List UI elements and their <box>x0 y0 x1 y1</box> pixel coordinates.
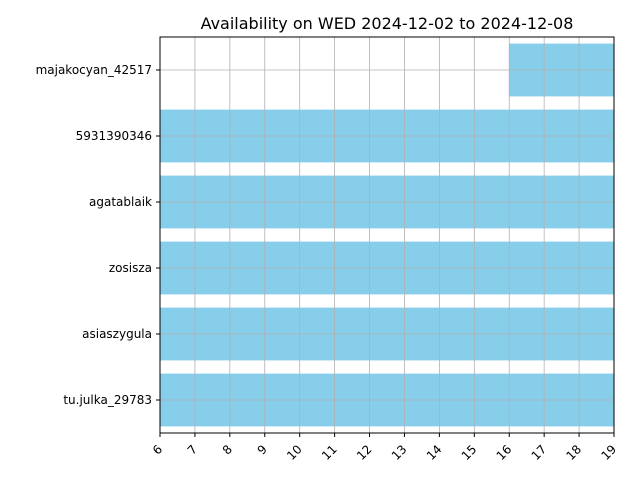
plot-frame <box>159 36 615 434</box>
y-tick-label: agatablaik <box>89 195 152 209</box>
y-tick-label: asiaszygula <box>82 327 152 341</box>
y-tick-label: 5931390346 <box>76 129 152 143</box>
y-tick-label: majakocyan_42517 <box>36 63 152 77</box>
y-tick-label: zosisza <box>109 261 152 275</box>
chart-title: Availability on WED 2024-12-02 to 2024-1… <box>201 14 574 33</box>
y-axis: majakocyan_42517 5931390346 agatablaik zosi… <box>36 63 160 407</box>
y-tick-label: tu.julka_29783 <box>63 393 152 407</box>
